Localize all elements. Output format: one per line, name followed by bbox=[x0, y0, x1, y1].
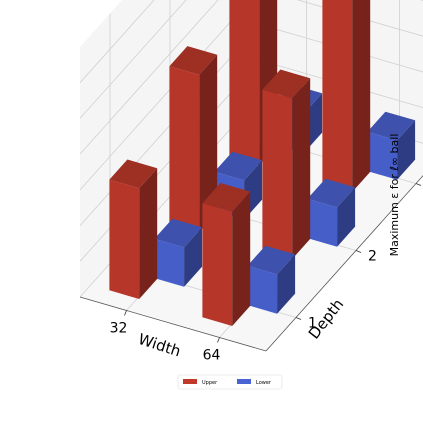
legend-label-upper: Upper bbox=[202, 380, 218, 386]
x-tick-label: 64 bbox=[203, 348, 221, 364]
y-tick-mark bbox=[295, 317, 302, 320]
x-axis-label: Width bbox=[136, 330, 183, 361]
bar-front-face bbox=[169, 66, 200, 232]
bars bbox=[109, 0, 416, 326]
bar-side-face bbox=[292, 78, 311, 259]
bar-front-face bbox=[262, 89, 293, 259]
bar-upper-w64-d1 bbox=[202, 183, 251, 326]
legend-swatch-upper bbox=[183, 379, 197, 384]
bar-side-face bbox=[139, 168, 158, 299]
bar-side-face bbox=[277, 254, 296, 314]
bar-lower-w64-d3 bbox=[367, 111, 416, 180]
bar-upper-w32-d2 bbox=[169, 46, 218, 233]
bar-top-face bbox=[214, 151, 263, 181]
legend-swatch-lower bbox=[237, 379, 251, 384]
z-gridline bbox=[79, 0, 423, 155]
x-tick-mark bbox=[124, 310, 127, 316]
bar-lower-w64-d2 bbox=[307, 178, 356, 247]
bar-top-face bbox=[247, 245, 296, 275]
x-axis-line bbox=[79, 296, 267, 352]
bar-top-face bbox=[154, 218, 203, 248]
z-gridline bbox=[79, 0, 155, 83]
y-tick-label: 2 bbox=[368, 249, 377, 265]
bar-top-face bbox=[202, 183, 251, 212]
bar-upper-w64-d2 bbox=[262, 69, 311, 259]
z-axis-label: Maximum ε for ℓ∞ ball bbox=[388, 134, 401, 257]
bar-side-face bbox=[397, 120, 416, 180]
bar-front-face bbox=[109, 179, 140, 299]
y-tick-mark bbox=[355, 250, 362, 253]
x-tick-label: 32 bbox=[110, 321, 128, 337]
bar-front-face bbox=[154, 238, 185, 287]
bar-top-face bbox=[307, 178, 356, 208]
y-tick-mark bbox=[415, 183, 422, 186]
bar-top-face bbox=[169, 46, 218, 75]
bar-front-face bbox=[229, 0, 260, 165]
bar-side-face bbox=[199, 54, 218, 233]
bar-upper-w64-d3 bbox=[322, 0, 371, 192]
bar-top-face bbox=[367, 111, 416, 141]
bar-upper-w32-d1 bbox=[109, 159, 158, 299]
bar-lower-w64-d1 bbox=[247, 245, 296, 314]
bar-front-face bbox=[367, 131, 398, 180]
bar-front-face bbox=[247, 265, 278, 314]
bar-front-face bbox=[322, 0, 353, 192]
bar-top-face bbox=[109, 159, 158, 189]
bar-side-face bbox=[184, 227, 203, 287]
bar-side-face bbox=[232, 191, 251, 326]
bar-top-face bbox=[262, 69, 311, 99]
legend-label-lower: Lower bbox=[256, 380, 272, 386]
bar-lower-w32-d1 bbox=[154, 218, 203, 287]
bar-side-face bbox=[352, 0, 371, 192]
bar-front-face bbox=[202, 203, 233, 326]
bar-side-face bbox=[337, 187, 356, 247]
bar-front-face bbox=[307, 198, 338, 247]
legend-frame bbox=[177, 374, 283, 390]
z-gridline bbox=[79, 0, 423, 191]
z-gridline bbox=[79, 0, 187, 119]
y-tick-label: 1 bbox=[308, 316, 317, 332]
legend: Upper Lower bbox=[177, 374, 283, 390]
x-tick-mark bbox=[217, 337, 220, 343]
axis-ticks: 32641230.00.10.20.30.40.50.6 bbox=[110, 183, 422, 364]
